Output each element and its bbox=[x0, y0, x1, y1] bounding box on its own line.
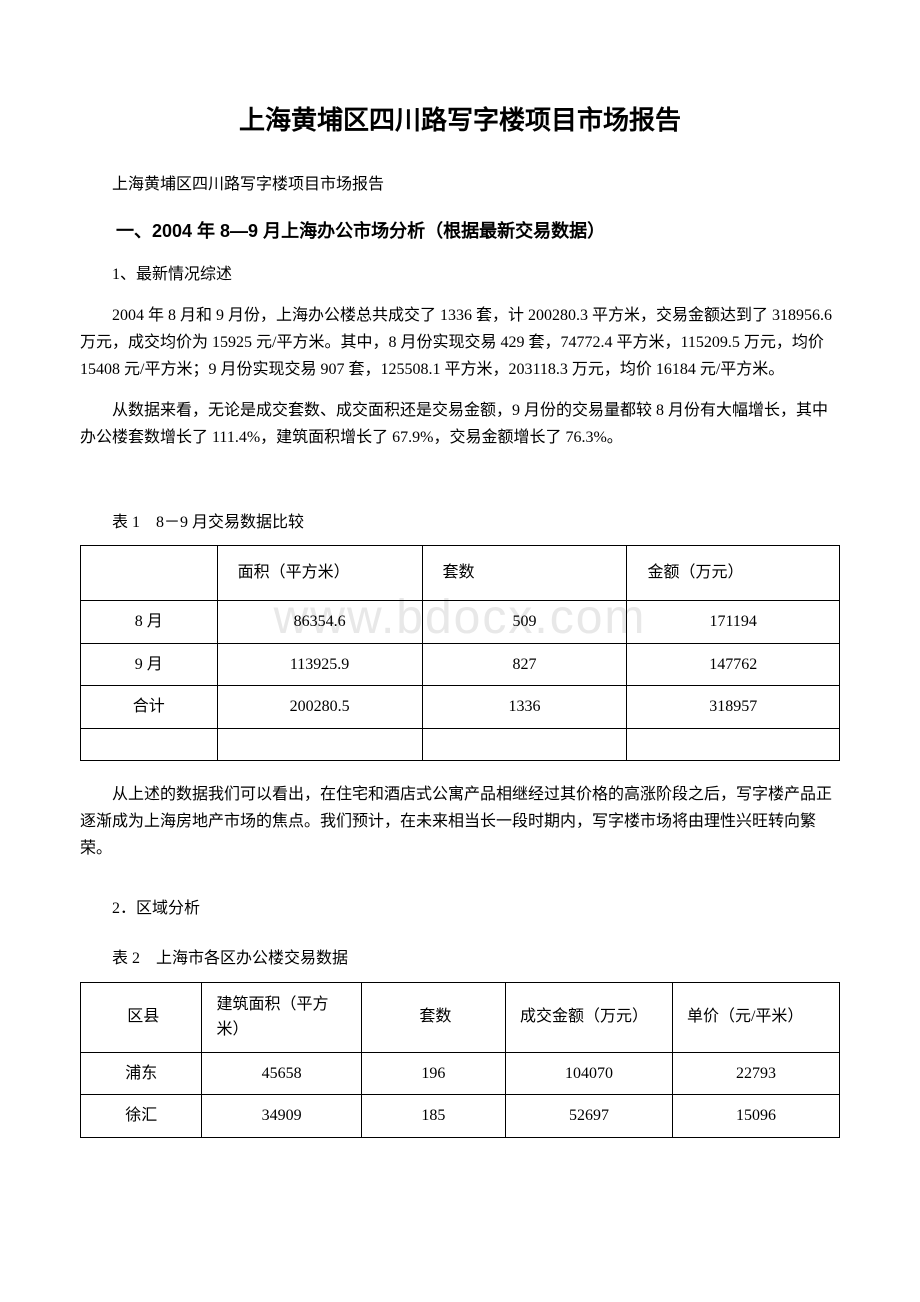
table-cell bbox=[217, 728, 422, 760]
table-cell: 196 bbox=[361, 1052, 505, 1095]
document-title: 上海黄埔区四川路写字楼项目市场报告 bbox=[80, 100, 840, 142]
document-content: 上海黄埔区四川路写字楼项目市场报告 上海黄埔区四川路写字楼项目市场报告 一、20… bbox=[80, 100, 840, 1138]
table-cell: 104070 bbox=[506, 1052, 673, 1095]
table-cell bbox=[81, 728, 218, 760]
table-cell: 8 月 bbox=[81, 601, 218, 644]
table-cell: 509 bbox=[422, 601, 627, 644]
table-cell: 185 bbox=[361, 1095, 505, 1138]
spacer bbox=[80, 466, 840, 486]
table-header-cell: 成交金额（万元） bbox=[506, 982, 673, 1052]
table-row: 徐汇 34909 185 52697 15096 bbox=[81, 1095, 840, 1138]
table-empty-row bbox=[81, 728, 840, 760]
table-row: 浦东 45658 196 104070 22793 bbox=[81, 1052, 840, 1095]
document-subtitle: 上海黄埔区四川路写字楼项目市场报告 bbox=[80, 172, 840, 198]
table-cell: 15096 bbox=[672, 1095, 839, 1138]
table-cell: 171194 bbox=[627, 601, 840, 644]
table-cell: 1336 bbox=[422, 686, 627, 729]
table-header-row: 区县 建筑面积（平方米） 套数 成交金额（万元） 单价（元/平米） bbox=[81, 982, 840, 1052]
table-cell: 合计 bbox=[81, 686, 218, 729]
table1-caption: 表 1 8－9 月交易数据比较 bbox=[80, 510, 840, 536]
spacer bbox=[80, 876, 840, 896]
table-1: 面积（平方米） 套数 金额（万元） 8 月 86354.6 509 171194… bbox=[80, 545, 840, 761]
section-heading-1: 一、2004 年 8—9 月上海办公市场分析（根据最新交易数据） bbox=[80, 217, 840, 246]
table-cell: 318957 bbox=[627, 686, 840, 729]
table-cell: 86354.6 bbox=[217, 601, 422, 644]
table-row: 合计 200280.5 1336 318957 bbox=[81, 686, 840, 729]
table-row: 8 月 86354.6 509 171194 bbox=[81, 601, 840, 644]
subsection-label-1: 1、最新情况综述 bbox=[80, 262, 840, 288]
table-cell: 浦东 bbox=[81, 1052, 202, 1095]
table-header-cell: 面积（平方米） bbox=[217, 546, 422, 601]
table-cell: 113925.9 bbox=[217, 643, 422, 686]
table-row: 9 月 113925.9 827 147762 bbox=[81, 643, 840, 686]
table-header-row: 面积（平方米） 套数 金额（万元） bbox=[81, 546, 840, 601]
table-cell: 34909 bbox=[202, 1095, 361, 1138]
paragraph-1: 2004 年 8 月和 9 月份，上海办公楼总共成交了 1336 套，计 200… bbox=[80, 302, 840, 384]
table-cell: 22793 bbox=[672, 1052, 839, 1095]
table-header-cell: 建筑面积（平方米） bbox=[202, 982, 361, 1052]
table-cell: 45658 bbox=[202, 1052, 361, 1095]
table-header-cell: 金额（万元） bbox=[627, 546, 840, 601]
table-header-cell: 套数 bbox=[361, 982, 505, 1052]
table-cell: 9 月 bbox=[81, 643, 218, 686]
table-cell: 827 bbox=[422, 643, 627, 686]
subsection-label-2: 2．区域分析 bbox=[80, 896, 840, 922]
paragraph-3: 从上述的数据我们可以看出，在住宅和酒店式公寓产品相继经过其价格的高涨阶段之后，写… bbox=[80, 781, 840, 863]
table-header-cell: 单价（元/平米） bbox=[672, 982, 839, 1052]
paragraph-2: 从数据来看，无论是成交套数、成交面积还是交易金额，9 月份的交易量都较 8 月份… bbox=[80, 397, 840, 451]
table2-caption: 表 2 上海市各区办公楼交易数据 bbox=[80, 946, 840, 972]
table-header-cell: 套数 bbox=[422, 546, 627, 601]
table-cell: 147762 bbox=[627, 643, 840, 686]
table-cell: 52697 bbox=[506, 1095, 673, 1138]
table-header-cell: 区县 bbox=[81, 982, 202, 1052]
table-cell: 徐汇 bbox=[81, 1095, 202, 1138]
table-cell bbox=[627, 728, 840, 760]
table-2: 区县 建筑面积（平方米） 套数 成交金额（万元） 单价（元/平米） 浦东 456… bbox=[80, 982, 840, 1138]
table-cell bbox=[422, 728, 627, 760]
table-cell: 200280.5 bbox=[217, 686, 422, 729]
table-header-cell bbox=[81, 546, 218, 601]
